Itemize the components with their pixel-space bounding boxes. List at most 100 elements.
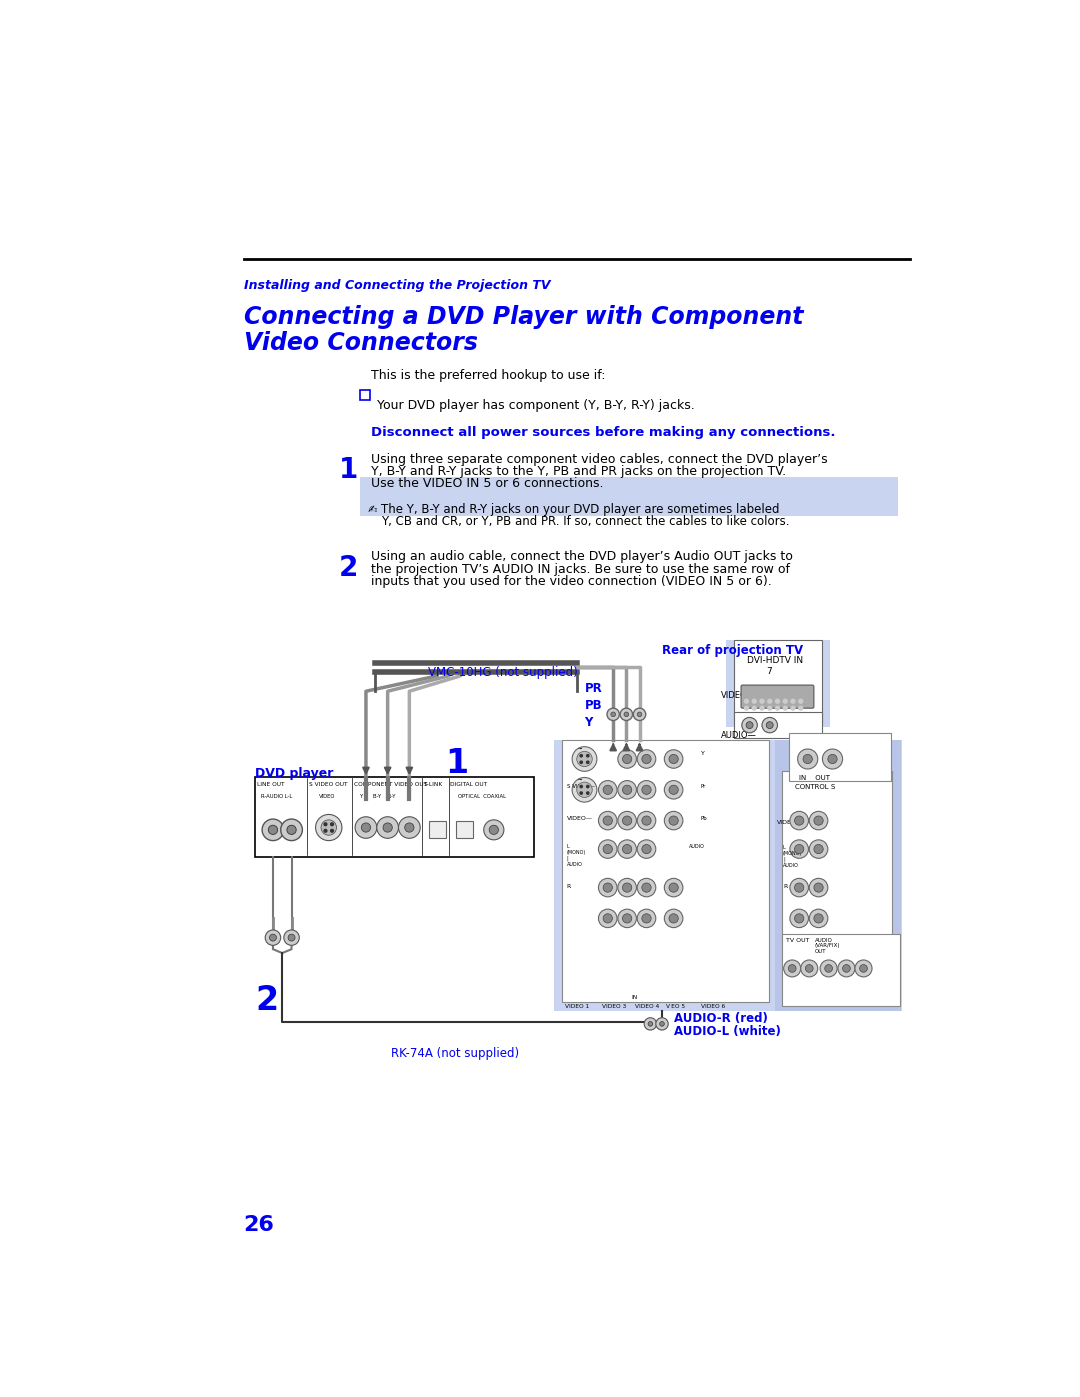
Circle shape: [642, 914, 651, 923]
Circle shape: [760, 700, 764, 703]
Circle shape: [814, 816, 823, 826]
Text: VIDEO 4: VIDEO 4: [635, 1004, 659, 1009]
Circle shape: [783, 700, 787, 703]
Text: OPTICAL  COAXIAL: OPTICAL COAXIAL: [458, 793, 507, 799]
Circle shape: [637, 812, 656, 830]
Circle shape: [809, 840, 828, 858]
Circle shape: [577, 782, 592, 798]
Circle shape: [598, 879, 617, 897]
Text: AUDIO-R (red): AUDIO-R (red): [674, 1011, 768, 1024]
Text: AUDIO—: AUDIO—: [721, 731, 757, 740]
Circle shape: [814, 844, 823, 854]
Circle shape: [633, 708, 646, 721]
Circle shape: [809, 812, 828, 830]
Circle shape: [814, 883, 823, 893]
Circle shape: [804, 754, 812, 764]
Text: L
(MONO)
|
AUDIO: L (MONO) | AUDIO: [567, 844, 586, 866]
Circle shape: [637, 840, 656, 858]
Circle shape: [580, 785, 582, 788]
Text: IN: IN: [631, 996, 637, 1000]
Text: Use the VIDEO IN 5 or 6 connections.: Use the VIDEO IN 5 or 6 connections.: [372, 478, 604, 490]
Text: LINE OUT: LINE OUT: [257, 782, 284, 787]
Circle shape: [789, 909, 809, 928]
Circle shape: [814, 914, 823, 923]
Circle shape: [664, 909, 683, 928]
Text: Rear of projection TV: Rear of projection TV: [662, 644, 804, 657]
Text: VIDEO—: VIDEO—: [567, 816, 593, 821]
Circle shape: [586, 754, 589, 757]
Circle shape: [838, 960, 855, 977]
Text: CONTROL S: CONTROL S: [795, 784, 836, 789]
Text: Using an audio cable, connect the DVD player’s Audio OUT jacks to: Using an audio cable, connect the DVD pl…: [372, 550, 793, 563]
Circle shape: [809, 909, 828, 928]
Circle shape: [753, 700, 756, 703]
Text: DIGITAL OUT: DIGITAL OUT: [450, 782, 487, 787]
Circle shape: [315, 814, 342, 841]
Circle shape: [598, 909, 617, 928]
Circle shape: [664, 750, 683, 768]
Circle shape: [598, 840, 617, 858]
Circle shape: [284, 930, 299, 946]
Circle shape: [637, 750, 656, 768]
Circle shape: [405, 823, 414, 833]
Circle shape: [618, 812, 636, 830]
Circle shape: [637, 909, 656, 928]
Circle shape: [664, 812, 683, 830]
FancyBboxPatch shape: [782, 933, 900, 1006]
Text: DVD player: DVD player: [255, 767, 334, 780]
Text: DVI-HDTV IN: DVI-HDTV IN: [747, 655, 804, 665]
Circle shape: [791, 700, 795, 703]
Circle shape: [795, 914, 804, 923]
Text: AUDIO-L (white): AUDIO-L (white): [674, 1024, 781, 1038]
Circle shape: [484, 820, 504, 840]
Text: Pb: Pb: [701, 816, 707, 821]
Circle shape: [742, 718, 757, 733]
Text: RK-74A (not supplied): RK-74A (not supplied): [391, 1046, 518, 1060]
Circle shape: [744, 707, 748, 710]
Circle shape: [795, 844, 804, 854]
Text: 2: 2: [339, 555, 359, 583]
Circle shape: [637, 879, 656, 897]
Text: inputs that you used for the video connection (VIDEO IN 5 or 6).: inputs that you used for the video conne…: [372, 576, 772, 588]
Circle shape: [656, 1018, 669, 1030]
Circle shape: [377, 817, 399, 838]
Circle shape: [603, 785, 612, 795]
Circle shape: [622, 785, 632, 795]
Text: Y: Y: [584, 715, 593, 729]
Circle shape: [355, 817, 377, 838]
Text: TV OUT: TV OUT: [786, 937, 810, 943]
Text: Your DVD player has component (Y, B-Y, R-Y) jacks.: Your DVD player has component (Y, B-Y, R…: [377, 398, 694, 412]
Circle shape: [860, 964, 867, 972]
Text: 2: 2: [255, 983, 279, 1017]
Circle shape: [586, 785, 589, 788]
Circle shape: [622, 754, 632, 764]
Text: 7: 7: [767, 666, 772, 676]
Circle shape: [642, 754, 651, 764]
FancyBboxPatch shape: [734, 712, 823, 738]
Circle shape: [799, 707, 802, 710]
Text: VIDEO—: VIDEO—: [777, 820, 802, 824]
Text: S VIDEO—: S VIDEO—: [567, 784, 595, 789]
Circle shape: [762, 718, 778, 733]
Circle shape: [642, 883, 651, 893]
Circle shape: [637, 781, 656, 799]
Circle shape: [622, 883, 632, 893]
Circle shape: [324, 823, 327, 826]
Circle shape: [399, 817, 420, 838]
Circle shape: [664, 879, 683, 897]
Circle shape: [618, 750, 636, 768]
FancyBboxPatch shape: [775, 740, 902, 1011]
Circle shape: [618, 781, 636, 799]
Circle shape: [603, 914, 612, 923]
Circle shape: [362, 823, 370, 833]
Circle shape: [622, 914, 632, 923]
Circle shape: [784, 960, 800, 977]
Circle shape: [624, 712, 629, 717]
Text: AUDIO
(VAR/FIX)
OUT: AUDIO (VAR/FIX) OUT: [814, 937, 840, 954]
Text: 26: 26: [243, 1215, 274, 1235]
Circle shape: [580, 754, 582, 757]
Circle shape: [648, 1021, 652, 1027]
Circle shape: [598, 812, 617, 830]
Text: PB: PB: [584, 698, 603, 712]
Text: S VIDEO OUT: S VIDEO OUT: [309, 782, 347, 787]
